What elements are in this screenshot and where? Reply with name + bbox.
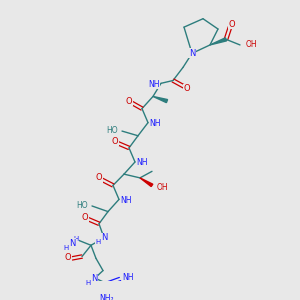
Text: N: N	[189, 49, 195, 58]
Text: NH: NH	[122, 273, 134, 282]
Text: NH₂: NH₂	[100, 294, 114, 300]
Text: O: O	[126, 97, 132, 106]
Text: OH: OH	[246, 40, 258, 50]
Polygon shape	[140, 178, 153, 187]
Text: O: O	[112, 137, 118, 146]
Text: N: N	[101, 233, 107, 242]
Text: NH: NH	[149, 119, 160, 128]
Text: N: N	[69, 239, 75, 248]
Text: HO: HO	[106, 126, 118, 135]
Text: O: O	[82, 213, 88, 222]
Text: O: O	[229, 20, 235, 29]
Text: NH: NH	[136, 158, 148, 167]
Polygon shape	[210, 38, 226, 45]
Text: H: H	[85, 280, 91, 286]
Text: NH: NH	[120, 196, 131, 205]
Text: H: H	[74, 236, 79, 242]
Text: H: H	[63, 245, 69, 251]
Text: HO: HO	[76, 200, 88, 209]
Text: H: H	[95, 239, 101, 245]
Text: OH: OH	[157, 183, 169, 192]
Text: NH: NH	[148, 80, 160, 89]
Text: O: O	[184, 84, 190, 93]
Polygon shape	[153, 96, 168, 103]
Text: O: O	[65, 253, 71, 262]
Text: N: N	[91, 274, 97, 284]
Text: O: O	[96, 173, 102, 182]
